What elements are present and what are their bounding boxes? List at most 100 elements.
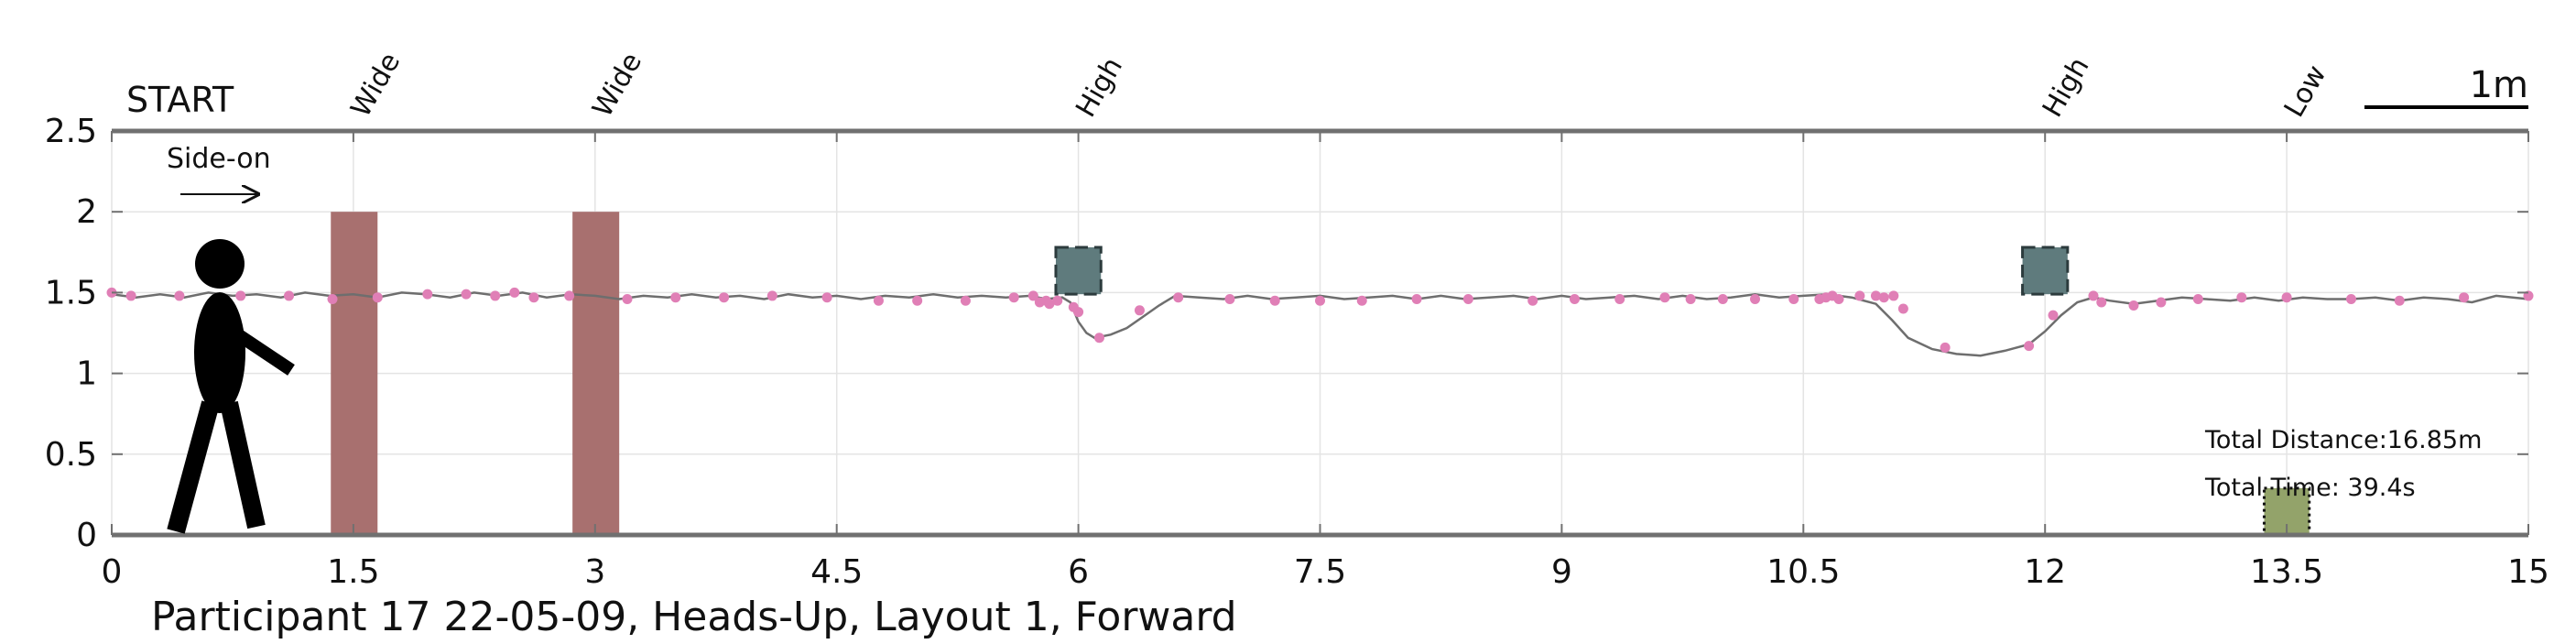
footstep-point bbox=[1073, 307, 1084, 318]
footstep-point bbox=[1052, 295, 1063, 306]
footstep-point bbox=[1750, 293, 1761, 304]
footstep-point bbox=[461, 289, 472, 300]
footstep-point bbox=[2048, 310, 2059, 321]
footstep-point bbox=[2394, 295, 2405, 306]
obstacle-wide bbox=[331, 212, 378, 535]
obstacle-high bbox=[1054, 246, 1103, 296]
y-tick-label: 1.5 bbox=[45, 274, 97, 311]
x-tick-label: 3 bbox=[584, 553, 605, 591]
footstep-point bbox=[2281, 292, 2292, 303]
x-tick-label: 7.5 bbox=[1294, 553, 1346, 591]
footstep-point bbox=[873, 295, 884, 306]
chart-caption: Participant 17 22-05-09, Heads-Up, Layou… bbox=[151, 594, 1237, 640]
footstep-point bbox=[1833, 293, 1844, 304]
footstep-point bbox=[1356, 295, 1367, 306]
footstep-point bbox=[284, 290, 295, 301]
footstep-point bbox=[174, 290, 185, 301]
footstep-point bbox=[1411, 293, 1422, 304]
x-tick-label: 0 bbox=[102, 553, 123, 591]
footstep-point bbox=[1173, 292, 1184, 303]
footstep-point bbox=[2128, 300, 2139, 311]
footstep-point bbox=[1940, 342, 1951, 353]
x-tick-label: 12 bbox=[2024, 553, 2066, 591]
footstep-point bbox=[1614, 293, 1625, 304]
footstep-point bbox=[1659, 292, 1670, 303]
footstep-point bbox=[2024, 341, 2035, 352]
x-tick-label: 6 bbox=[1068, 553, 1089, 591]
walker-figure-icon bbox=[167, 239, 295, 534]
footstep-point bbox=[1027, 290, 1038, 301]
obstacles bbox=[331, 212, 2311, 537]
y-tick-label: 2.5 bbox=[45, 113, 97, 150]
obstacle-high bbox=[2021, 246, 2070, 296]
footstep-point bbox=[1269, 295, 1280, 306]
x-tick-label: 4.5 bbox=[810, 553, 863, 591]
footstep-point bbox=[1854, 290, 1865, 301]
obstacle-label: Low bbox=[2278, 60, 2333, 123]
footstep-point bbox=[422, 289, 433, 300]
footstep-point bbox=[1870, 290, 1881, 301]
footstep-point bbox=[960, 295, 971, 306]
footstep-point bbox=[327, 293, 338, 304]
footstep-points bbox=[106, 287, 2534, 353]
total-time-text: Total Time: 39.4s bbox=[2204, 474, 2416, 502]
footstep-point bbox=[1717, 293, 1728, 304]
total-distance-text: Total Distance:16.85m bbox=[2204, 426, 2482, 454]
direction-label: Side-on bbox=[167, 143, 271, 175]
y-tick-label: 0 bbox=[76, 517, 97, 554]
footstep-point bbox=[2088, 290, 2099, 301]
footstep-point bbox=[1315, 295, 1325, 306]
footstep-point bbox=[509, 287, 520, 298]
footstep-point bbox=[622, 293, 633, 304]
footstep-point bbox=[1685, 293, 1696, 304]
axis-ticks: 0 1.5 3 4.5 6 7.5 9 10.5 12 13.5 15 0 0.5 1 1.5 2 2.5 bbox=[45, 113, 2549, 591]
x-tick-label: 13.5 bbox=[2250, 553, 2323, 591]
footstep-point bbox=[2192, 293, 2203, 304]
footstep-point bbox=[528, 292, 539, 303]
footstep-point bbox=[1093, 333, 1104, 344]
obstacle-label: High bbox=[1070, 52, 1129, 123]
footstep-point bbox=[490, 290, 501, 301]
footstep-point bbox=[1008, 292, 1019, 303]
scale-label: 1m bbox=[2470, 64, 2528, 106]
footstep-point bbox=[1044, 299, 1055, 310]
start-label: START bbox=[126, 80, 234, 120]
footstep-point bbox=[670, 292, 681, 303]
footstep-point bbox=[235, 290, 246, 301]
obstacle-label-layer: Wide Wide High High Low bbox=[345, 48, 2333, 123]
footstep-point bbox=[1878, 292, 1889, 303]
footstep-point bbox=[2459, 292, 2470, 303]
y-tick-label: 2 bbox=[76, 193, 97, 231]
obstacle-wide bbox=[572, 212, 620, 535]
footstep-point bbox=[2236, 292, 2247, 303]
footstep-point bbox=[1888, 290, 1899, 301]
footstep-point bbox=[912, 295, 923, 306]
footstep-point bbox=[1224, 293, 1235, 304]
x-tick-label: 9 bbox=[1551, 553, 1572, 591]
footstep-point bbox=[125, 290, 136, 301]
obstacle-label: Wide bbox=[586, 48, 648, 123]
footstep-point bbox=[1788, 293, 1799, 304]
footstep-point bbox=[372, 292, 383, 303]
footstep-point bbox=[2345, 293, 2356, 304]
y-tick-label: 0.5 bbox=[45, 436, 97, 474]
footstep-point bbox=[719, 292, 730, 303]
y-tick-label: 1 bbox=[76, 355, 97, 393]
x-tick-label: 10.5 bbox=[1766, 553, 1840, 591]
footstep-point bbox=[766, 290, 777, 301]
footstep-point bbox=[1897, 303, 1908, 314]
footstep-point bbox=[2156, 297, 2167, 308]
obstacle-label: High bbox=[2037, 52, 2096, 123]
footstep-point bbox=[821, 292, 832, 303]
x-tick-label: 1.5 bbox=[327, 553, 379, 591]
footstep-point bbox=[1462, 293, 1473, 304]
obstacle-label: Wide bbox=[345, 48, 408, 123]
footstep-point bbox=[1569, 293, 1580, 304]
x-tick-label: 15 bbox=[2507, 553, 2549, 591]
footstep-point bbox=[2096, 297, 2107, 308]
footstep-point bbox=[1134, 305, 1145, 316]
footstep-point bbox=[564, 290, 575, 301]
grid bbox=[111, 130, 2529, 536]
footstep-point bbox=[1527, 295, 1538, 306]
